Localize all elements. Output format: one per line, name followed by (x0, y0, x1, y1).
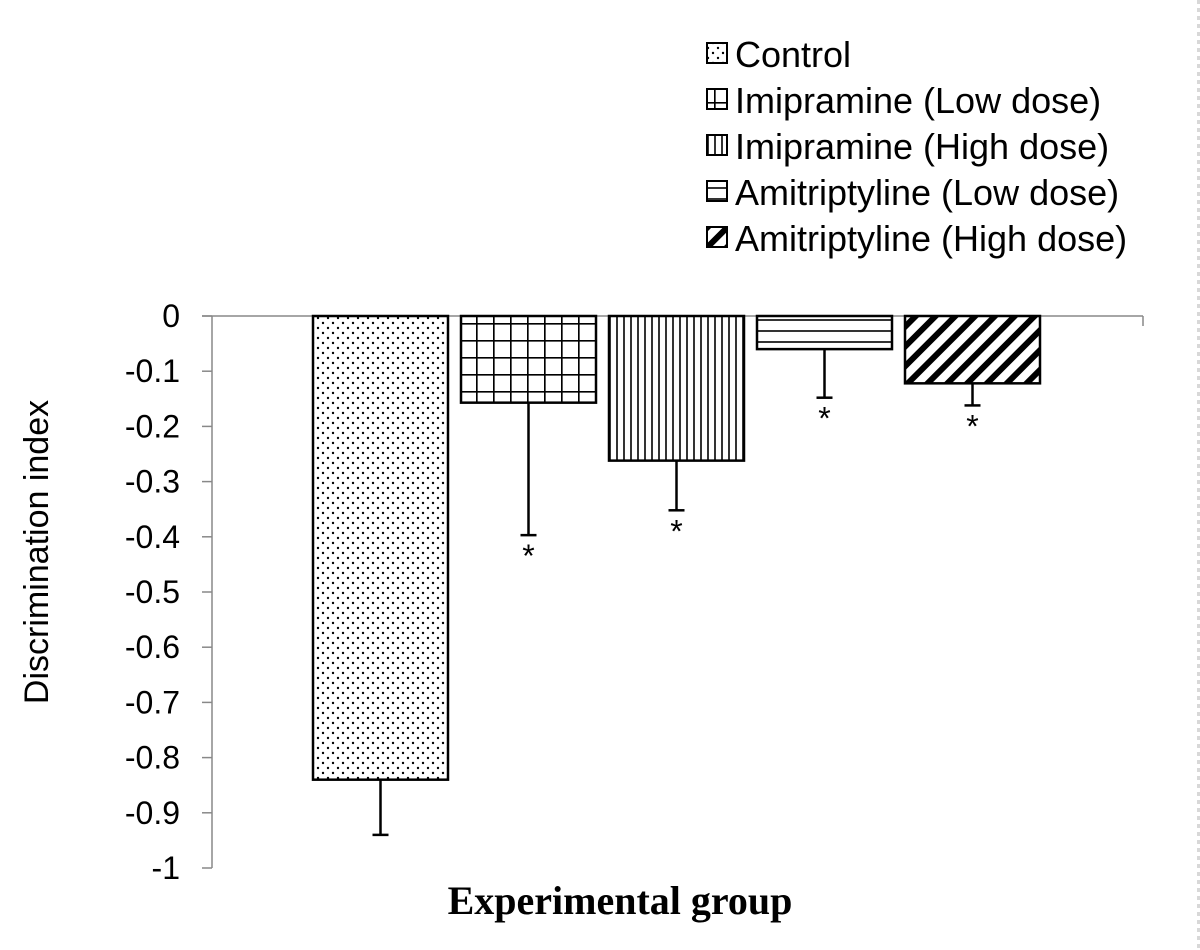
significance-marker: * (522, 538, 534, 574)
x-axis-label: Experimental group (448, 878, 793, 923)
bar (607, 314, 746, 462)
legend-swatch (706, 88, 728, 110)
y-tick-label: -1 (152, 850, 180, 886)
bar (459, 314, 598, 404)
y-tick-label: -0.6 (125, 629, 180, 665)
bar (311, 314, 450, 781)
bar (903, 314, 1042, 385)
legend-swatch (706, 226, 728, 248)
y-tick-label: -0.9 (125, 795, 180, 831)
y-tick-label: -0.2 (125, 408, 180, 444)
legend-swatch (706, 180, 728, 202)
y-tick-label: 0 (162, 298, 180, 334)
legend-label: Control (735, 34, 851, 75)
legend-label: Amitriptyline (Low dose) (735, 172, 1119, 213)
significance-marker: * (670, 513, 682, 549)
page-edge-border (1197, 0, 1200, 950)
bar (755, 314, 894, 351)
legend: Control Imipramine (Low dose) Imipramine (… (706, 34, 1127, 259)
bars: * * * * (311, 314, 1042, 837)
y-tick-label: -0.7 (125, 684, 180, 720)
legend-swatch (706, 42, 728, 64)
y-tick-label: -0.3 (125, 464, 180, 500)
legend-label: Amitriptyline (High dose) (735, 218, 1127, 259)
y-axis-label: Discrimination index (18, 400, 56, 704)
y-tick-label: -0.5 (125, 574, 180, 610)
legend-label: Imipramine (Low dose) (735, 80, 1101, 121)
y-tick-label: -0.4 (125, 519, 180, 555)
y-tick-label: -0.8 (125, 740, 180, 776)
legend-swatch (706, 134, 728, 156)
significance-marker: * (818, 401, 830, 437)
y-ticks: 0 -0.1 -0.2 -0.3 -0.4 -0.5 -0.6 -0.7 -0.8 -0.9 -1 (125, 298, 212, 886)
significance-marker: * (966, 408, 978, 444)
legend-label: Imipramine (High dose) (735, 126, 1109, 167)
y-tick-label: -0.1 (125, 353, 180, 389)
